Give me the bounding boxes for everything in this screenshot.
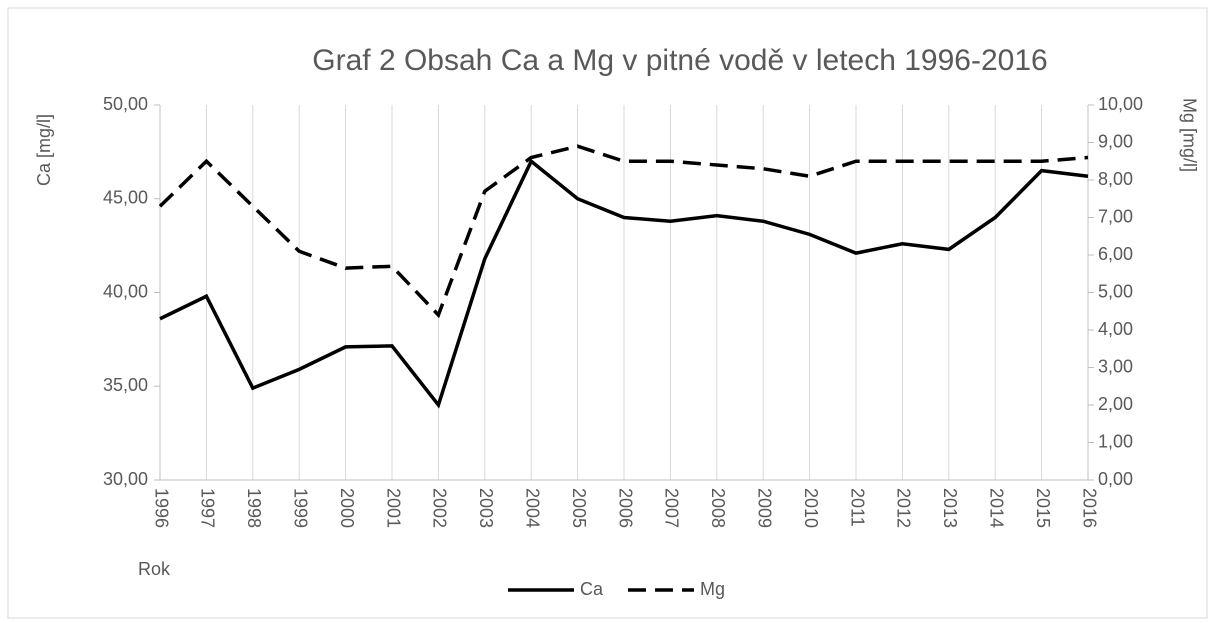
y2-tick-label: 7,00 <box>1098 206 1133 226</box>
chart-title: Graf 2 Obsah Ca a Mg v pitné vodě v lete… <box>312 44 1047 77</box>
x-tick-label: 2014 <box>986 488 1006 528</box>
y2-tick-label: 2,00 <box>1098 394 1133 414</box>
x-tick-label: 2000 <box>337 488 357 528</box>
y2-tick-label: 6,00 <box>1098 244 1133 264</box>
x-tick-label: 2012 <box>894 488 914 528</box>
series-line <box>158 144 1089 319</box>
x-tick-label: 2015 <box>1033 488 1053 528</box>
y2-tick-label: 5,00 <box>1098 281 1133 301</box>
x-axis-label: Rok <box>138 559 171 579</box>
x-tick-label: 2013 <box>940 488 960 528</box>
y2-tick-label: 3,00 <box>1098 356 1133 376</box>
y2-tick-label: 10,00 <box>1098 94 1143 114</box>
y2-axis-label: Mg [mg/l] <box>1179 98 1199 172</box>
chart-border <box>7 7 1208 619</box>
y2-tick-label: 1,00 <box>1098 431 1133 451</box>
x-tick-label: 2002 <box>430 488 450 528</box>
y-tick-label: 45,00 <box>103 188 148 208</box>
x-tick-label: 2005 <box>569 488 589 528</box>
x-tick-label: 2010 <box>801 488 821 528</box>
x-tick-label: 2007 <box>662 488 682 528</box>
y-tick-label: 40,00 <box>103 281 148 301</box>
series-line <box>159 158 1089 409</box>
x-tick-label: 2016 <box>1079 488 1099 528</box>
x-tick-label: 2009 <box>754 488 774 528</box>
y-axis-label: Ca [mg/l] <box>34 114 54 186</box>
x-tick-label: 2011 <box>847 488 867 527</box>
x-tick-label: 2003 <box>476 488 496 528</box>
x-tick-label: 2001 <box>383 488 403 528</box>
legend-label: Mg <box>700 579 725 599</box>
y2-tick-label: 8,00 <box>1098 169 1133 189</box>
x-tick-label: 2006 <box>615 488 635 528</box>
y2-tick-label: 0,00 <box>1098 469 1133 489</box>
y2-tick-label: 4,00 <box>1098 319 1133 339</box>
y-tick-label: 30,00 <box>103 469 148 489</box>
x-tick-label: 1996 <box>151 488 171 528</box>
x-tick-label: 1998 <box>244 488 264 528</box>
x-tick-label: 2004 <box>522 488 542 528</box>
y-tick-label: 35,00 <box>103 375 148 395</box>
x-tick-label: 1999 <box>290 488 310 528</box>
y2-tick-label: 9,00 <box>1098 131 1133 151</box>
x-tick-label: 2008 <box>708 488 728 528</box>
y-tick-label: 50,00 <box>103 94 148 114</box>
legend-label: Ca <box>580 579 604 599</box>
x-tick-label: 1997 <box>198 488 218 528</box>
